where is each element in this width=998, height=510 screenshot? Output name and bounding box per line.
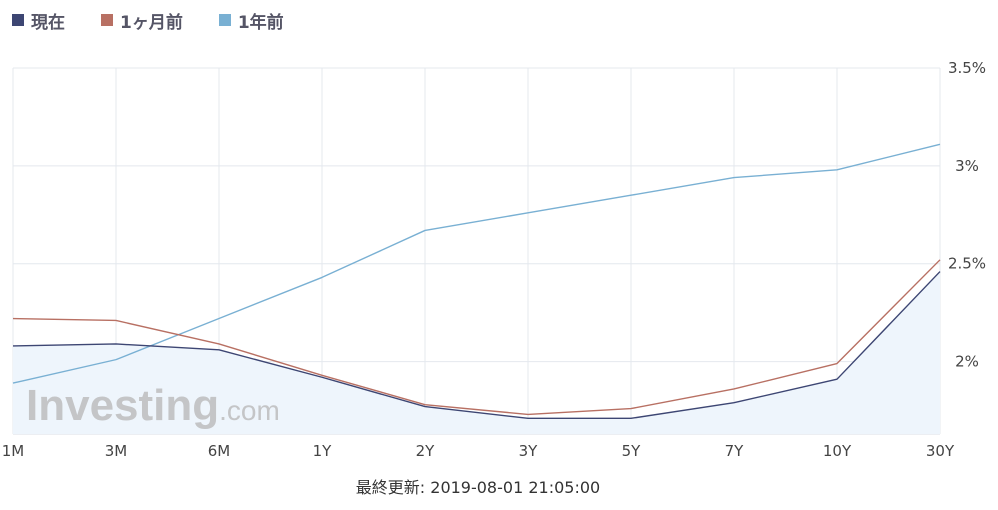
y-tick-label: 2.5% xyxy=(948,255,986,273)
svg-text:Investing.com: Investing.com xyxy=(26,381,280,430)
watermark-suffix: .com xyxy=(219,395,280,426)
x-axis-ticks: 1M 3M 6M 1Y 2Y 3Y 5Y 7Y 10Y 30Y xyxy=(2,442,955,460)
legend-swatch-current xyxy=(12,14,24,26)
x-tick-label: 30Y xyxy=(926,442,955,460)
x-tick-label: 10Y xyxy=(823,442,852,460)
legend-swatch-one-month-ago xyxy=(101,14,113,26)
x-tick-label: 3M xyxy=(105,442,128,460)
legend-item-one-month-ago[interactable]: 1ヶ月前 xyxy=(101,8,183,33)
x-tick-label: 7Y xyxy=(725,442,745,460)
legend-item-one-year-ago[interactable]: 1年前 xyxy=(218,8,284,33)
legend-item-current[interactable]: 現在 xyxy=(12,8,65,33)
x-tick-label: 6M xyxy=(208,442,231,460)
y-axis-ticks: 2% 2.5% 3% 3.5% xyxy=(948,59,986,371)
x-tick-label: 1M xyxy=(2,442,25,460)
series-line-one-month-ago xyxy=(12,259,941,416)
x-tick-label: 2Y xyxy=(416,442,436,460)
series-lines xyxy=(12,143,941,420)
series-line-current xyxy=(12,271,941,420)
yield-curve-chart: Investing.com 1M 3M 6M 1Y 2Y 3Y 5Y 7Y 10Y 30Y 2%2… xyxy=(2,59,986,460)
legend-label-one-year-ago: 1年前 xyxy=(237,12,284,33)
y-tick-label: 3% xyxy=(955,157,979,175)
y-tick-label: 3.5% xyxy=(948,59,986,77)
legend-label-current: 現在 xyxy=(31,12,65,33)
watermark-brand: Investing xyxy=(26,381,219,430)
last-updated-text: 最終更新: 2019-08-01 21:05:00 xyxy=(355,478,601,497)
current-series-area xyxy=(13,271,940,434)
investing-watermark: Investing.com xyxy=(26,381,280,430)
x-tick-label: 1Y xyxy=(313,442,333,460)
chart-legend: 現在 1ヶ月前 1年前 xyxy=(12,8,320,33)
legend-label-one-month-ago: 1ヶ月前 xyxy=(120,12,183,33)
series-line-one-year-ago xyxy=(12,143,941,384)
y-tick-label: 2% xyxy=(955,353,979,371)
legend-swatch-one-year-ago xyxy=(218,14,231,26)
x-tick-label: 5Y xyxy=(622,442,642,460)
x-tick-label: 3Y xyxy=(519,442,539,460)
